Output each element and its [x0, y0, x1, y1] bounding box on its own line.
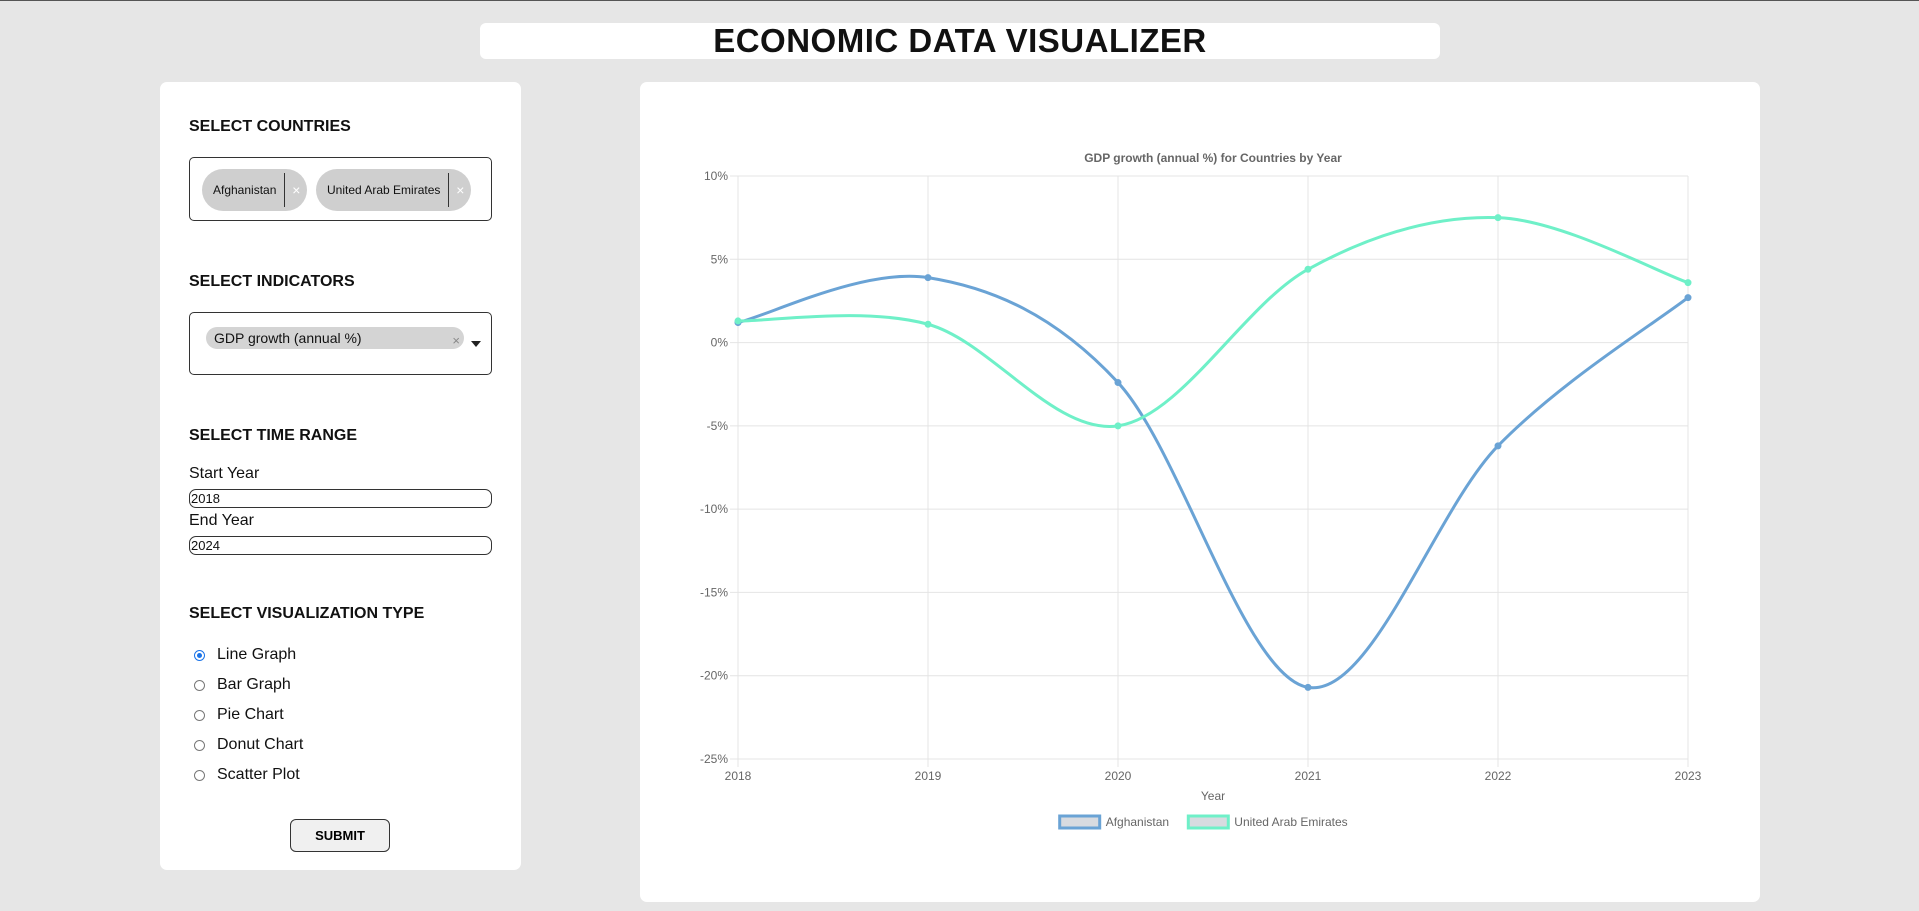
- y-tick-label: 10%: [704, 169, 728, 183]
- x-tick-label: 2018: [725, 769, 752, 783]
- start-year-input[interactable]: [189, 489, 492, 508]
- remove-country-icon[interactable]: ×: [456, 182, 465, 198]
- legend-label: Afghanistan: [1106, 815, 1169, 829]
- viz-option-label: Pie Chart: [217, 706, 284, 723]
- data-point: [1494, 214, 1502, 222]
- control-panel: SELECT COUNTRIES Afghanistan × United Ar…: [160, 82, 521, 870]
- data-point: [924, 320, 932, 328]
- y-tick-label: 5%: [711, 252, 729, 266]
- country-chip-label: Afghanistan: [213, 183, 277, 197]
- viz-option-label: Line Graph: [217, 646, 297, 663]
- country-multiselect[interactable]: Afghanistan × United Arab Emirates ×: [189, 157, 492, 221]
- submit-button[interactable]: SUBMIT: [290, 819, 390, 852]
- indicator-select[interactable]: GDP growth (annual %) ×: [189, 312, 492, 375]
- y-tick-label: 0%: [711, 336, 729, 350]
- header-bar: ECONOMIC DATA VISUALIZER: [480, 23, 1440, 59]
- page-title: ECONOMIC DATA VISUALIZER: [713, 22, 1207, 59]
- y-tick-label: -20%: [700, 669, 728, 683]
- country-chip: United Arab Emirates ×: [316, 169, 472, 211]
- chip-divider: [284, 173, 286, 207]
- indicator-chip: GDP growth (annual %) ×: [206, 327, 464, 349]
- radio-icon[interactable]: [194, 709, 205, 721]
- x-tick-label: 2019: [915, 769, 942, 783]
- viz-option-label: Bar Graph: [217, 676, 291, 693]
- viz-option-label: Scatter Plot: [217, 766, 300, 783]
- data-point: [1684, 279, 1692, 287]
- radio-icon[interactable]: [194, 739, 205, 751]
- remove-country-icon[interactable]: ×: [292, 182, 301, 198]
- data-point: [1114, 379, 1122, 387]
- line-chart: GDP growth (annual %) for Countries by Y…: [700, 151, 1702, 830]
- x-tick-label: 2023: [1675, 769, 1702, 783]
- end-year-input[interactable]: [189, 536, 492, 555]
- y-tick-label: -10%: [700, 502, 728, 516]
- indicators-heading: SELECT INDICATORS: [189, 273, 355, 290]
- legend-swatch: [1058, 814, 1102, 830]
- viz-option-donut[interactable]: Donut Chart: [194, 736, 303, 754]
- series-line: [737, 274, 1689, 689]
- x-tick-label: 2020: [1105, 769, 1132, 783]
- viz-option-label: Donut Chart: [217, 736, 304, 753]
- radio-icon[interactable]: [194, 679, 205, 691]
- start-year-label: Start Year: [189, 465, 260, 482]
- data-point: [1304, 683, 1312, 691]
- countries-heading: SELECT COUNTRIES: [189, 118, 351, 135]
- viz-option-pie[interactable]: Pie Chart: [194, 706, 284, 724]
- x-tick-label: 2021: [1295, 769, 1322, 783]
- indicator-chip-label: GDP growth (annual %): [214, 330, 362, 346]
- x-axis-label: Year: [1201, 789, 1225, 803]
- data-point: [1684, 294, 1692, 302]
- radio-selected-icon[interactable]: [194, 649, 205, 661]
- chart-title: GDP growth (annual %) for Countries by Y…: [1084, 151, 1342, 165]
- end-year-label: End Year: [189, 512, 254, 529]
- legend-swatch: [1186, 814, 1230, 830]
- viz-type-heading: SELECT VISUALIZATION TYPE: [189, 605, 425, 622]
- chip-divider: [448, 173, 450, 207]
- series-line: [737, 215, 1689, 428]
- time-range-heading: SELECT TIME RANGE: [189, 427, 358, 444]
- country-chip-label: United Arab Emirates: [327, 183, 441, 197]
- data-point: [1114, 422, 1122, 430]
- viz-option-scatter[interactable]: Scatter Plot: [194, 766, 300, 784]
- x-tick-label: 2022: [1485, 769, 1512, 783]
- viz-option-bar[interactable]: Bar Graph: [194, 676, 291, 694]
- y-tick-label: -25%: [700, 752, 728, 766]
- data-point: [1304, 265, 1312, 273]
- radio-icon[interactable]: [194, 769, 205, 781]
- data-point: [924, 274, 932, 282]
- y-tick-label: -5%: [707, 419, 729, 433]
- dropdown-caret-icon[interactable]: [471, 341, 481, 347]
- data-point: [1494, 442, 1502, 450]
- viz-option-line[interactable]: Line Graph: [194, 646, 296, 664]
- y-tick-label: -15%: [700, 585, 728, 599]
- remove-indicator-icon[interactable]: ×: [452, 333, 460, 348]
- data-point: [734, 317, 742, 325]
- chart-panel: GDP growth (annual %) for Countries by Y…: [640, 82, 1760, 902]
- legend-label: United Arab Emirates: [1234, 815, 1347, 829]
- country-chip: Afghanistan ×: [202, 169, 308, 211]
